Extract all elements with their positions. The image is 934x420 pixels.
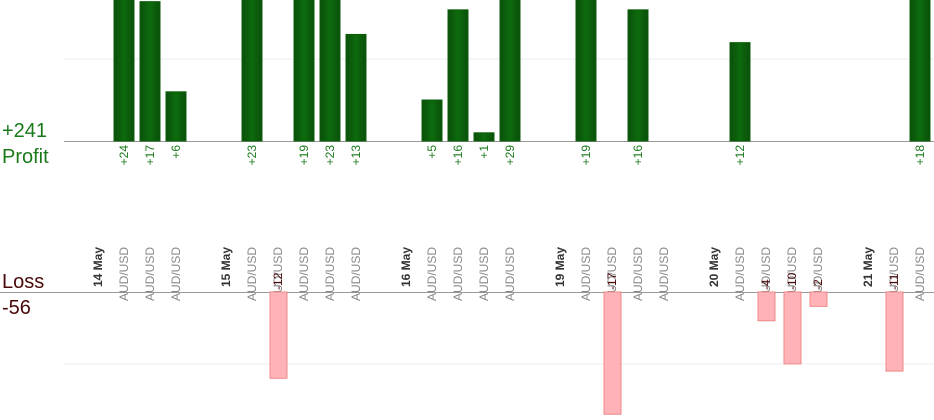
profit-bar	[421, 99, 443, 142]
value-label: -10	[785, 272, 799, 290]
value-label: +18	[913, 145, 927, 166]
loss-total: -56	[2, 297, 31, 319]
symbol-label: AUD/USD	[477, 247, 491, 301]
profit-bar	[627, 9, 649, 142]
value-label: +23	[323, 145, 337, 166]
symbol-label: AUD/USD	[297, 247, 311, 301]
symbol-label: AUD/USD	[605, 247, 619, 301]
date-label: 14 May	[91, 247, 105, 287]
profit-bar	[345, 33, 367, 142]
profit-bar	[165, 91, 187, 142]
value-label: +1	[477, 145, 491, 159]
loss-bar	[269, 291, 288, 379]
value-label: +5	[425, 145, 439, 159]
symbol-label: AUD/USD	[245, 247, 259, 301]
value-label: -2	[811, 279, 825, 290]
profit-bar	[319, 0, 341, 142]
value-label: +24	[117, 145, 131, 166]
date-label: 16 May	[399, 247, 413, 287]
symbol-label: AUD/USD	[913, 247, 927, 301]
value-label: +19	[579, 145, 593, 166]
date-label: 20 May	[707, 247, 721, 287]
symbol-label: AUD/USD	[657, 247, 671, 301]
value-label: +16	[451, 145, 465, 166]
value-label: -11	[887, 273, 901, 290]
loss-bar	[885, 291, 904, 372]
loss-bar	[809, 291, 828, 307]
value-label: +6	[169, 145, 183, 159]
value-label: +19	[297, 145, 311, 166]
symbol-label: AUD/USD	[169, 247, 183, 301]
profit-total: +241	[2, 120, 47, 142]
symbol-label: AUD/USD	[733, 247, 747, 301]
symbol-label: AUD/USD	[785, 247, 799, 301]
symbol-label: AUD/USD	[503, 247, 517, 301]
symbol-label: AUD/USD	[349, 247, 363, 301]
value-label: -4	[759, 279, 773, 290]
profit-bar	[499, 0, 521, 142]
symbol-label: AUD/USD	[143, 247, 157, 301]
symbol-label: AUD/USD	[579, 247, 593, 301]
symbol-label: AUD/USD	[323, 247, 337, 301]
profit-bar	[729, 42, 751, 142]
value-label: +12	[733, 145, 747, 166]
symbol-label: AUD/USD	[451, 247, 465, 301]
profit-bar	[575, 0, 597, 142]
loss-bar	[757, 291, 776, 322]
symbol-label: AUD/USD	[811, 247, 825, 301]
profit-bar	[909, 0, 931, 142]
symbol-label: AUD/USD	[117, 247, 131, 301]
symbol-label: AUD/USD	[271, 247, 285, 301]
profit-bar	[113, 0, 135, 142]
loss-title: Loss	[2, 271, 44, 293]
symbol-label: AUD/USD	[887, 247, 901, 301]
symbol-label: AUD/USD	[425, 247, 439, 301]
value-label: -12	[271, 272, 285, 290]
symbol-label: AUD/USD	[631, 247, 645, 301]
profit-bar	[473, 132, 495, 142]
value-label: +13	[349, 145, 363, 166]
loss-bar	[783, 291, 802, 365]
value-label: +29	[503, 145, 517, 166]
date-label: 19 May	[553, 247, 567, 287]
profit-title: Profit	[2, 146, 49, 168]
value-label: -17	[605, 272, 619, 290]
value-label: +16	[631, 145, 645, 166]
profit-bar	[447, 9, 469, 142]
symbol-label: AUD/USD	[759, 247, 773, 301]
value-label: +23	[245, 145, 259, 166]
value-label: +17	[143, 145, 157, 166]
loss-bar	[603, 291, 622, 415]
date-label: 21 May	[861, 247, 875, 287]
profit-bar	[241, 0, 263, 142]
date-label: 15 May	[219, 247, 233, 287]
profit-bar	[139, 1, 161, 142]
profit-bar	[293, 0, 315, 142]
